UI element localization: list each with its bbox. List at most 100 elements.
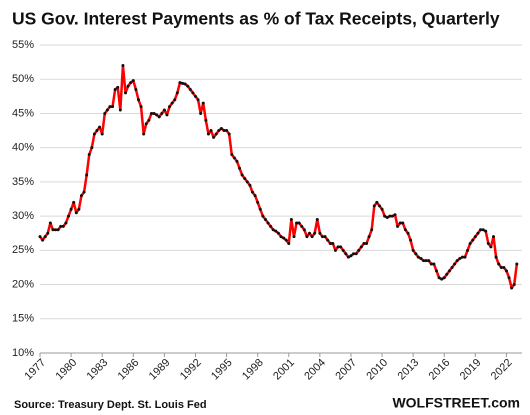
point (276, 231, 280, 235)
y-tick-label: 55% (12, 39, 34, 51)
point (339, 245, 343, 249)
point (92, 132, 96, 136)
point (398, 221, 402, 225)
point (118, 108, 122, 112)
point (95, 129, 99, 133)
point (191, 91, 195, 95)
point (370, 228, 374, 232)
point (178, 81, 182, 85)
point (204, 118, 208, 122)
point (72, 200, 76, 204)
point (274, 229, 278, 233)
point (409, 238, 413, 242)
y-tick-label: 40% (12, 142, 34, 154)
point (411, 248, 415, 252)
point (323, 235, 327, 239)
point (326, 238, 330, 242)
point (90, 146, 94, 150)
point (479, 228, 483, 232)
point (486, 241, 490, 245)
point (51, 228, 55, 232)
point (380, 207, 384, 211)
point (497, 262, 501, 266)
x-tick-label: 2019 (458, 357, 484, 383)
x-tick-label: 2013 (396, 357, 422, 383)
point (388, 214, 392, 218)
point (243, 176, 247, 180)
point (507, 276, 511, 280)
point (313, 231, 317, 235)
point (248, 183, 252, 187)
x-tick-label: 1992 (178, 357, 204, 383)
point (152, 111, 156, 115)
point (393, 213, 397, 217)
point (111, 105, 115, 109)
chart-title: US Gov. Interest Payments as % of Tax Re… (12, 9, 500, 29)
point (512, 283, 516, 287)
point (471, 238, 475, 242)
point (383, 214, 387, 218)
brand: WOLFSTREET.com (392, 395, 520, 411)
point (98, 125, 102, 129)
point (305, 235, 309, 239)
point (473, 235, 477, 239)
x-tick-label: 1986 (116, 357, 142, 383)
point (295, 221, 299, 225)
point (100, 132, 104, 136)
point (219, 127, 223, 131)
point (82, 190, 86, 194)
point (124, 91, 128, 95)
point (147, 118, 151, 122)
point (245, 180, 249, 184)
point (354, 252, 358, 256)
point (300, 224, 304, 228)
point (108, 105, 112, 109)
point (484, 229, 488, 233)
point (401, 221, 405, 225)
point (367, 235, 371, 239)
point (282, 236, 286, 240)
x-tick-label: 1995 (209, 357, 235, 383)
y-tick-label: 15% (12, 313, 34, 325)
y-tick-label: 10% (12, 347, 34, 359)
point (54, 228, 58, 232)
point (222, 129, 226, 133)
point (201, 101, 205, 105)
point (349, 254, 353, 258)
point (173, 98, 177, 102)
y-tick-label: 20% (12, 278, 34, 290)
point (168, 105, 172, 109)
point (170, 101, 174, 105)
point (160, 111, 164, 115)
point (344, 252, 348, 256)
point (427, 259, 431, 263)
point (209, 129, 213, 133)
x-tick-label: 2004 (302, 357, 328, 383)
point (238, 166, 242, 170)
point (186, 84, 190, 88)
point (515, 262, 519, 266)
point (188, 87, 192, 91)
point (460, 255, 464, 259)
line (39, 64, 519, 290)
point (414, 252, 418, 256)
point (43, 235, 47, 239)
point (365, 241, 369, 245)
point (362, 241, 366, 245)
point (468, 241, 472, 245)
point (67, 214, 71, 218)
point (144, 122, 148, 126)
point (318, 231, 322, 235)
x-tick-label: 1983 (85, 357, 111, 383)
point (105, 108, 109, 112)
point (504, 269, 508, 273)
point (157, 115, 161, 119)
point (149, 111, 153, 115)
x-tick-label: 2022 (489, 357, 515, 383)
point (155, 113, 159, 117)
point (269, 224, 273, 228)
point (266, 221, 270, 225)
point (331, 241, 335, 245)
x-tick-label: 2007 (333, 357, 359, 383)
